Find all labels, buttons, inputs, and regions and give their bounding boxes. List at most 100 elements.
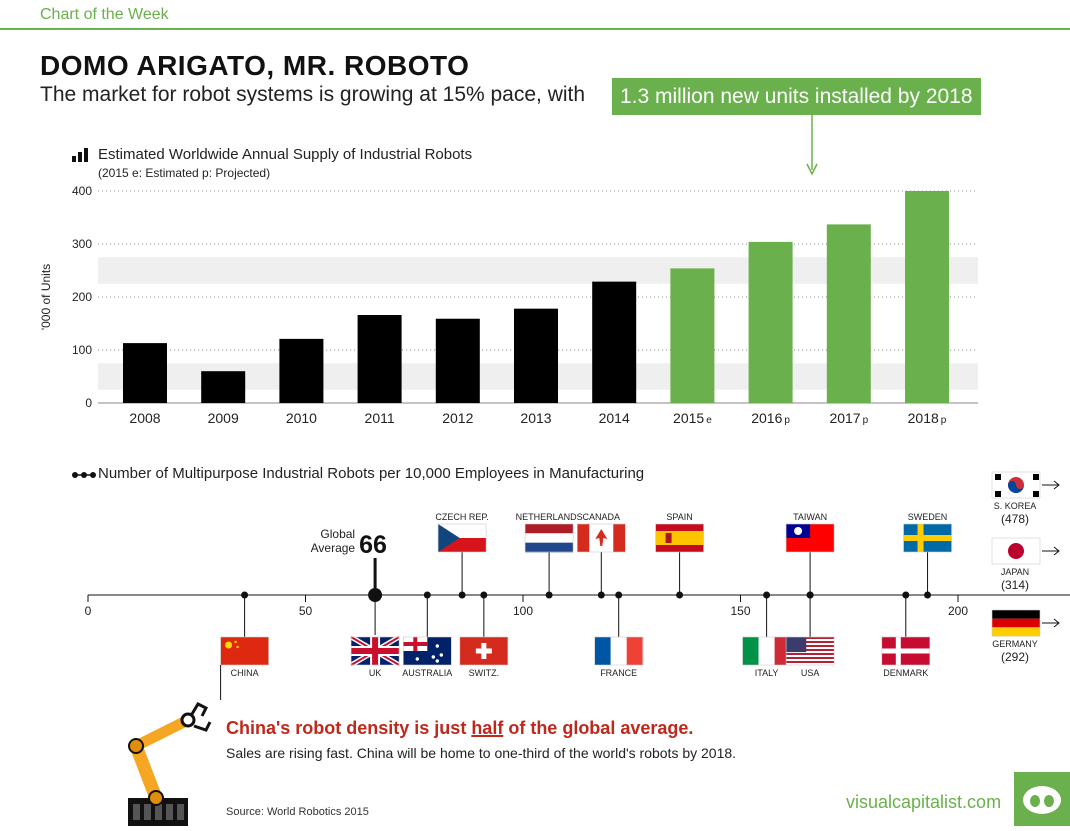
- off-scale-JAPAN: JAPAN(314): [991, 537, 1060, 592]
- page-subtitle: The market for robot systems is growing …: [40, 83, 586, 106]
- bar-chart-title: Estimated Worldwide Annual Supply of Ind…: [98, 146, 473, 163]
- country-label: NETHERLANDS: [516, 512, 583, 522]
- bar-2017: [826, 224, 871, 403]
- brand-logo-icon: [1014, 772, 1070, 826]
- country-marker-UK: UK: [349, 634, 401, 678]
- x-tick-label: 2016 p: [751, 410, 790, 426]
- callout-headline: China's robot density is just half of th…: [226, 718, 693, 739]
- country-label: AUSTRALIA: [402, 668, 452, 678]
- country-label: CANADA: [583, 512, 621, 522]
- country-marker-NETHERLANDS: NETHERLANDS: [516, 512, 583, 599]
- bar-chart: 0 100 200 300 400 '000 of Units 2008 2009 2010 20…: [39, 184, 978, 426]
- x-tick-label: 2010: [286, 410, 317, 426]
- bar-2015: [670, 268, 715, 403]
- country-marker-SPAIN: SPAIN: [655, 512, 704, 599]
- x-tick-suffix: p: [941, 415, 947, 426]
- x-tick-label: 2017 p: [829, 410, 868, 426]
- country-label: SPAIN: [666, 512, 692, 522]
- global-average-label: Average: [311, 541, 356, 555]
- country-label: USA: [801, 668, 820, 678]
- bar-2009: [201, 371, 246, 403]
- country-label: CHINA: [231, 668, 259, 678]
- x-tick-label: 100: [513, 604, 533, 618]
- x-tick-label: 2009: [208, 410, 239, 426]
- top-rule: [0, 28, 1070, 30]
- bar-chart-icon: [72, 148, 88, 162]
- country-marker-SWITZ.: SWITZ.: [459, 591, 509, 678]
- bar-2012: [435, 318, 480, 403]
- x-tick-label: 50: [299, 604, 313, 618]
- country-marker-USA: USA: [785, 591, 835, 678]
- country-label: UK: [369, 668, 382, 678]
- off-scale-label: S. KOREA: [994, 501, 1037, 511]
- global-average-value: 66: [359, 531, 387, 559]
- country-marker-CHINA: CHINA: [220, 591, 269, 678]
- off-scale-value: (314): [1001, 578, 1029, 592]
- off-scale-arrow-head: [1053, 618, 1060, 628]
- bar-2016: [748, 241, 793, 403]
- off-scale-value: (292): [1001, 650, 1029, 664]
- x-tick-suffix: p: [863, 415, 869, 426]
- off-scale-arrow-head: [1053, 480, 1060, 490]
- bar-chart-note: (2015 e: Estimated p: Projected): [98, 166, 271, 180]
- country-label: DENMARK: [883, 668, 928, 678]
- robot-arm-illustration: [128, 702, 212, 826]
- country-label: SWITZ.: [469, 668, 500, 678]
- country-label: ITALY: [755, 668, 779, 678]
- y-axis-label: '000 of Units: [39, 264, 53, 330]
- x-tick-label: 2014: [599, 410, 630, 426]
- y-tick-label: 100: [72, 343, 92, 357]
- off-scale-label: JAPAN: [1001, 567, 1029, 577]
- page-title: DOMO ARIGATO, MR. ROBOTO: [40, 50, 470, 81]
- off-scale-S. KOREA: S. KOREA(478): [991, 471, 1060, 526]
- bar-2013: [514, 308, 558, 403]
- arrow-head: [806, 163, 818, 176]
- x-tick-label: 2015 e: [673, 410, 712, 426]
- top-bar: [0, 0, 1070, 30]
- y-tick-label: 300: [72, 237, 92, 251]
- subtitle-highlight: 1.3 million new units installed by 2018: [612, 78, 981, 115]
- country-marker-DENMARK: DENMARK: [881, 591, 931, 678]
- x-tick-label: 2008: [129, 410, 160, 426]
- bar-2008: [123, 343, 167, 403]
- density-chart-title: Number of Multipurpose Industrial Robots…: [98, 465, 645, 482]
- bar-2018: [905, 191, 949, 403]
- y-tick-label: 400: [72, 184, 92, 198]
- country-label: CZECH REP.: [435, 512, 488, 522]
- bar-2011: [357, 315, 402, 403]
- source-note: Source: World Robotics 2015: [226, 806, 369, 818]
- callout-head-after: of the global average.: [503, 718, 694, 738]
- y-tick-label: 0: [85, 396, 92, 410]
- x-tick-label: 200: [948, 604, 968, 618]
- x-tick-suffix: p: [784, 415, 790, 426]
- country-marker-SWEDEN: SWEDEN: [903, 512, 952, 599]
- country-marker-FRANCE: FRANCE: [594, 591, 644, 678]
- off-scale-arrow-head: [1053, 546, 1060, 556]
- brand-text: visualcapitalist.com: [846, 792, 1002, 812]
- x-tick-label: 2013: [520, 410, 551, 426]
- x-tick-label: 150: [730, 604, 750, 618]
- off-scale-value: (478): [1001, 512, 1029, 526]
- country-label: SWEDEN: [908, 512, 948, 522]
- callout-head-emphasis: half: [471, 718, 504, 738]
- country-marker-AUSTRALIA: AUSTRALIA: [402, 591, 452, 678]
- dot-line-icon: [72, 472, 96, 478]
- off-scale-GERMANY: GERMANY(292): [991, 609, 1060, 664]
- off-scale-label: GERMANY: [992, 639, 1038, 649]
- country-marker-CZECH REP.: CZECH REP.: [435, 512, 489, 599]
- x-tick-label: 2011: [365, 410, 395, 426]
- country-marker-TAIWAN: TAIWAN: [785, 512, 835, 599]
- highlight-arrow-icon: [806, 114, 818, 176]
- kicker-label: Chart of the Week: [40, 6, 169, 23]
- x-tick-label: 2012: [442, 410, 473, 426]
- x-tick-label: 0: [85, 604, 92, 618]
- bar-2010: [279, 338, 324, 403]
- x-tick-suffix: e: [706, 415, 712, 426]
- bar-2014: [592, 281, 637, 403]
- y-tick-label: 200: [72, 290, 92, 304]
- x-tick-label: 2018 p: [908, 410, 947, 426]
- global-average-label: Global: [320, 527, 355, 541]
- country-marker-CANADA: CANADA: [576, 512, 626, 599]
- callout-head-before: China's robot density is just: [226, 718, 472, 738]
